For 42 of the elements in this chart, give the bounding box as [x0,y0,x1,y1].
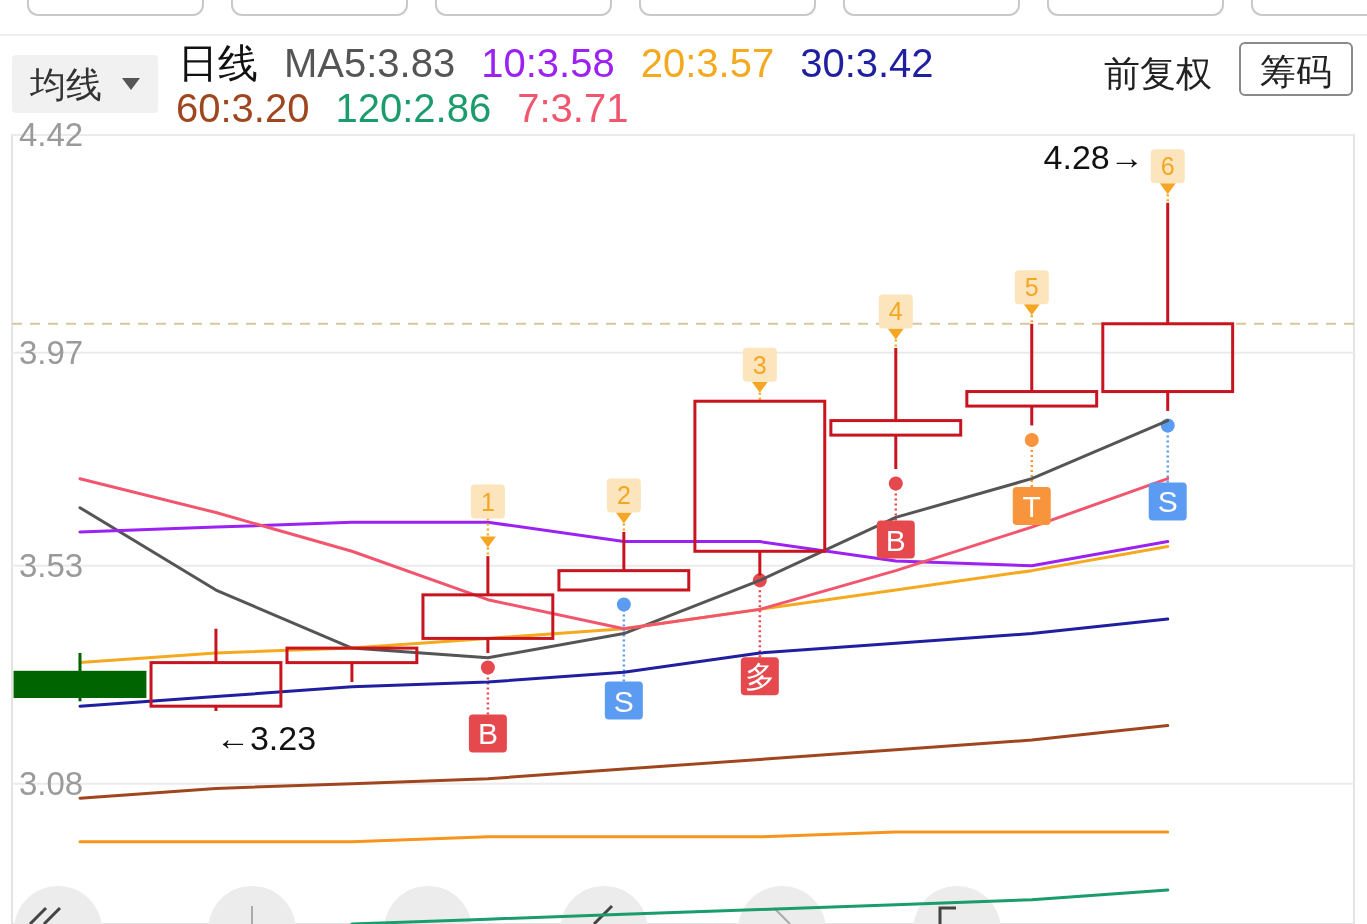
legend-title: 日线 [178,41,258,85]
text: 前复权 [1104,53,1212,94]
point [615,512,632,524]
y-tick-label: 3.97 [19,333,84,371]
data-label: B [885,523,906,557]
candlestick [829,347,963,469]
text: 120:2.86 [335,86,492,130]
annotation: 6 [1160,152,1175,181]
annotation: 4 [888,297,903,326]
y-tick-label: 4.42 [19,116,84,153]
point [887,328,904,340]
text: 筹码 [1260,51,1332,92]
text: 30:3.42 [800,41,934,85]
point [1023,304,1040,316]
point [1159,183,1176,195]
text: 均线 [29,64,102,105]
data-label: B [477,717,498,751]
point [479,536,496,548]
text: MA5:3.83 [284,41,456,85]
point [1024,432,1039,447]
point [888,476,903,491]
data-label: T [1022,489,1041,523]
point [616,597,631,612]
text: 10:3.58 [481,41,615,85]
annotation: ←3.23 [215,719,317,758]
y-tick-label: 3.08 [19,764,84,802]
candlestick [285,646,419,682]
line-series [350,888,1170,924]
data-label: S [613,684,634,718]
text: 20:3.57 [640,41,775,85]
annotation: 2 [616,481,631,510]
data-label: 多 [744,660,775,694]
point [751,381,768,393]
y-tick-label: 3.53 [19,546,84,584]
point [480,660,495,675]
text: 7:3.71 [517,86,629,130]
annotation: 4.28→ [1043,137,1144,176]
annotation: 5 [1024,273,1039,302]
text: 60:3.20 [176,86,310,130]
annotation: 1 [480,487,495,516]
data-label: S [1157,485,1178,519]
annotation: 3 [752,350,767,379]
